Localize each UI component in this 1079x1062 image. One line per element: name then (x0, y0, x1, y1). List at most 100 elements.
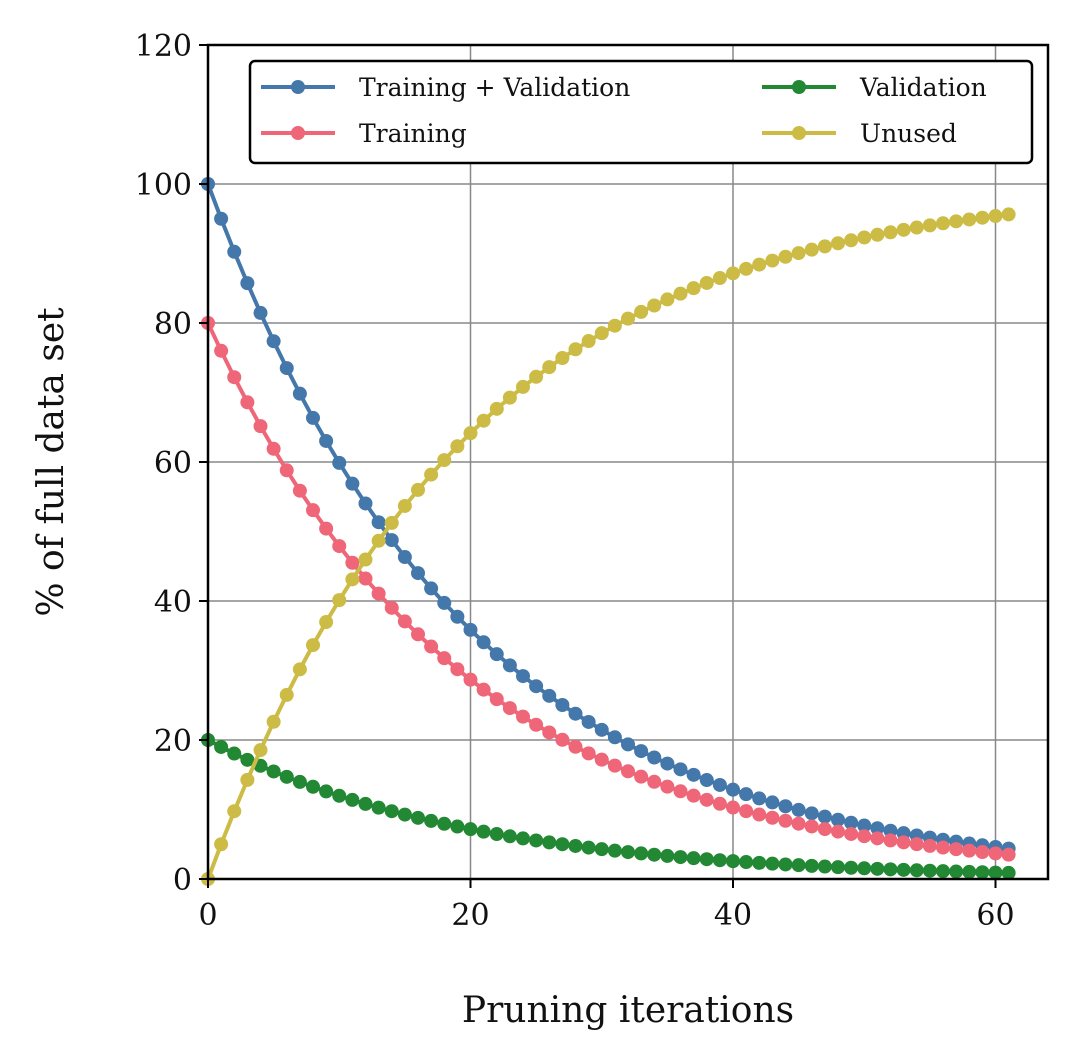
data-point-validation (437, 816, 452, 831)
y-tick-label: 120 (135, 29, 192, 64)
legend-marker-validation (792, 80, 806, 94)
y-axis-label: % of full data set (31, 307, 72, 617)
y-tick-label: 60 (154, 446, 192, 481)
data-point-training-validation (279, 361, 294, 376)
data-point-validation (752, 855, 767, 870)
data-point-validation (502, 829, 517, 844)
data-point-training (581, 746, 596, 761)
data-point-unused (489, 401, 504, 416)
data-point-validation (240, 752, 255, 767)
data-point-unused (371, 533, 386, 548)
data-point-validation (726, 854, 740, 869)
data-point-training (896, 835, 911, 850)
data-point-training (791, 816, 806, 831)
data-point-training (857, 829, 872, 844)
data-point-training (962, 843, 977, 858)
data-point-unused (962, 212, 977, 227)
data-point-validation (831, 860, 845, 875)
y-tick-label: 0 (173, 863, 192, 898)
data-point-training-validation (607, 730, 622, 745)
data-point-training (345, 555, 360, 570)
data-point-unused (896, 222, 911, 237)
data-point-training-validation (516, 669, 530, 684)
data-point-training (883, 833, 898, 848)
data-point-training-validation (266, 334, 281, 349)
data-point-training (686, 788, 701, 803)
data-point-training-validation (778, 799, 793, 814)
data-point-training (804, 819, 819, 834)
y-tick-label: 100 (135, 168, 192, 203)
data-point-unused (227, 804, 242, 819)
data-point-validation (279, 769, 294, 784)
data-point-training (437, 651, 452, 666)
data-point-training-validation (870, 821, 885, 836)
data-point-training-validation (489, 647, 504, 662)
legend-marker-unused (792, 126, 806, 140)
data-point-unused (411, 482, 425, 497)
x-tick-label: 20 (451, 898, 489, 933)
data-point-unused (699, 275, 714, 290)
data-point-validation (922, 863, 937, 878)
data-point-unused (397, 498, 412, 513)
data-point-training-validation (384, 533, 399, 548)
data-point-training (463, 672, 478, 687)
data-point-training (949, 842, 964, 857)
data-point-unused (279, 687, 294, 702)
data-point-unused (424, 467, 439, 482)
data-point-unused (607, 318, 622, 333)
data-point-training-validation (214, 211, 229, 226)
data-point-training (476, 682, 491, 697)
data-point-validation (936, 864, 950, 879)
data-point-unused (673, 286, 688, 301)
data-point-validation (319, 784, 334, 799)
data-point-training-validation (765, 795, 780, 810)
data-point-validation (384, 804, 399, 819)
data-point-validation (988, 865, 1003, 880)
data-point-training (673, 784, 688, 799)
data-point-unused (870, 227, 885, 242)
data-point-validation (371, 800, 386, 815)
data-point-training (542, 725, 557, 740)
x-tick-label: 60 (976, 898, 1014, 933)
x-axis-label: Pruning iterations (462, 990, 794, 1031)
data-point-unused (516, 379, 530, 394)
data-point-training-validation (542, 688, 557, 703)
data-point-training-validation (345, 476, 360, 491)
x-tick-label: 0 (198, 898, 217, 933)
data-point-unused (463, 426, 478, 441)
data-point-validation (804, 858, 819, 873)
data-point-training (660, 779, 675, 794)
data-point-training-validation (883, 823, 898, 838)
data-point-validation (607, 843, 622, 858)
data-point-validation (791, 858, 806, 873)
data-point-validation (817, 859, 832, 874)
data-point-training-validation (647, 750, 662, 765)
data-point-validation (529, 833, 544, 848)
data-point-validation (883, 862, 898, 877)
data-point-unused (332, 593, 347, 608)
data-point-unused (345, 572, 360, 587)
data-point-training (752, 807, 767, 822)
data-point-training (502, 701, 517, 716)
data-point-validation (621, 845, 635, 860)
data-point-training (450, 662, 465, 677)
data-point-training-validation (502, 658, 517, 673)
data-point-training (319, 521, 334, 536)
data-point-validation (489, 827, 504, 842)
legend-frame (248, 59, 1034, 165)
data-point-training-validation (791, 802, 806, 817)
data-point-training-validation (686, 767, 701, 782)
data-point-unused (555, 350, 570, 365)
data-point-unused (358, 552, 373, 567)
data-point-training-validation (397, 550, 412, 565)
data-point-training (384, 600, 399, 615)
data-point-unused (450, 439, 465, 454)
data-point-unused (909, 220, 924, 235)
data-point-unused (844, 233, 859, 248)
data-point-validation (476, 824, 491, 839)
data-point-validation (542, 835, 557, 850)
data-point-validation (870, 861, 885, 876)
data-point-validation (463, 822, 478, 837)
data-point-unused (581, 334, 596, 349)
